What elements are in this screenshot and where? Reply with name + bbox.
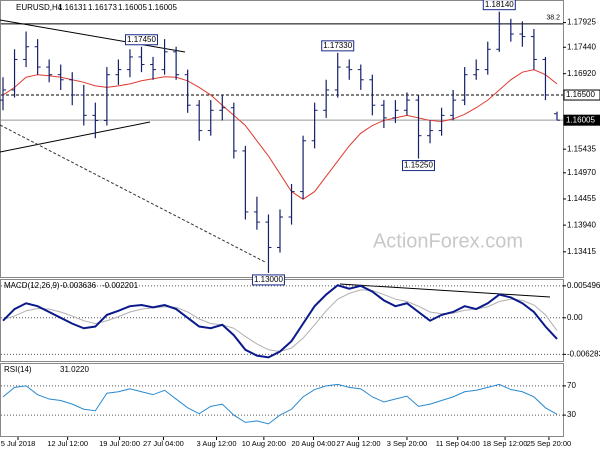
y-tick-label: 30 [567, 410, 576, 419]
trend-line [0, 124, 266, 263]
y-tick-label: 0.005496 [567, 281, 600, 290]
level-box [563, 89, 600, 101]
level-label: 1.16500 [566, 90, 595, 99]
x-tick-label: 5 Jul 2018 [1, 439, 36, 448]
level-box [563, 114, 600, 126]
panel-title: MACD(12,26,9) [4, 281, 60, 290]
y-tick-label: 1.17440 [567, 42, 596, 51]
quote-value: 1.16005 [148, 3, 177, 12]
readout: -0.002201 [102, 281, 139, 290]
quote-value: 1.16173 [88, 3, 117, 12]
x-tick-label: 3 Aug 12:00 [196, 439, 236, 448]
y-tick-label: 1.13415 [567, 247, 596, 256]
annotation-box [321, 40, 355, 52]
x-tick-label: 18 Sep 12:00 [483, 439, 528, 448]
y-tick-label: 1.14970 [567, 168, 596, 177]
y-tick-label: 70 [567, 381, 576, 390]
annotation-label: 1.17330 [323, 41, 352, 50]
panel-title: RSI(14) [4, 365, 32, 374]
chart-title: EURUSD,H4 [16, 3, 63, 12]
level-label: 1.16005 [566, 115, 595, 124]
macd-trend-line [339, 283, 551, 298]
x-tick-label: 27 Aug 12:00 [336, 439, 380, 448]
moving-average [2, 69, 558, 200]
quote-value: 1.16005 [118, 3, 147, 12]
x-tick-label: 20 Aug 04:00 [291, 439, 335, 448]
x-tick-label: 19 Jul 20:00 [99, 439, 140, 448]
annotation-label: 1.13000 [254, 275, 283, 284]
y-tick-label: 1.14455 [567, 194, 596, 203]
y-tick-label: -0.006283 [567, 349, 600, 358]
x-tick-label: 12 Jul 12:00 [47, 439, 88, 448]
annotation-box [402, 160, 435, 172]
x-tick-label: 27 Jul 04:00 [143, 439, 184, 448]
x-tick-label: 3 Sep 20:00 [387, 439, 427, 448]
readout: -0.003636 [60, 281, 97, 290]
trend-line [0, 121, 151, 153]
level-label: 38.2 [546, 15, 560, 22]
annotation-box [125, 34, 158, 46]
y-tick-label: 1.13940 [567, 220, 596, 229]
annotation-label: 1.18140 [485, 0, 514, 9]
indicator-line [2, 284, 558, 359]
watermark: ActionForex.com [373, 230, 523, 252]
x-tick-label: 25 Sep 20:00 [527, 439, 572, 448]
indicator-line [2, 289, 558, 353]
annotation-label: 1.17450 [127, 35, 156, 44]
indicator-line [2, 383, 558, 425]
rsi-panel [0, 363, 564, 437]
annotation-box [482, 0, 516, 11]
quote-value: 1.16131 [58, 3, 87, 12]
trend-line [0, 19, 186, 53]
readout: 31.0220 [60, 365, 89, 374]
x-tick-label: 10 Aug 20:00 [242, 439, 286, 448]
annotation-box [251, 274, 285, 286]
y-tick-label: 0.00 [567, 313, 583, 322]
x-tick-label: 11 Sep 04:00 [436, 439, 480, 448]
y-tick-label: 1.16920 [567, 69, 596, 78]
y-tick-label: 1.17925 [567, 18, 596, 27]
annotation-label: 1.15250 [404, 161, 433, 170]
y-tick-label: 1.15435 [567, 144, 596, 153]
